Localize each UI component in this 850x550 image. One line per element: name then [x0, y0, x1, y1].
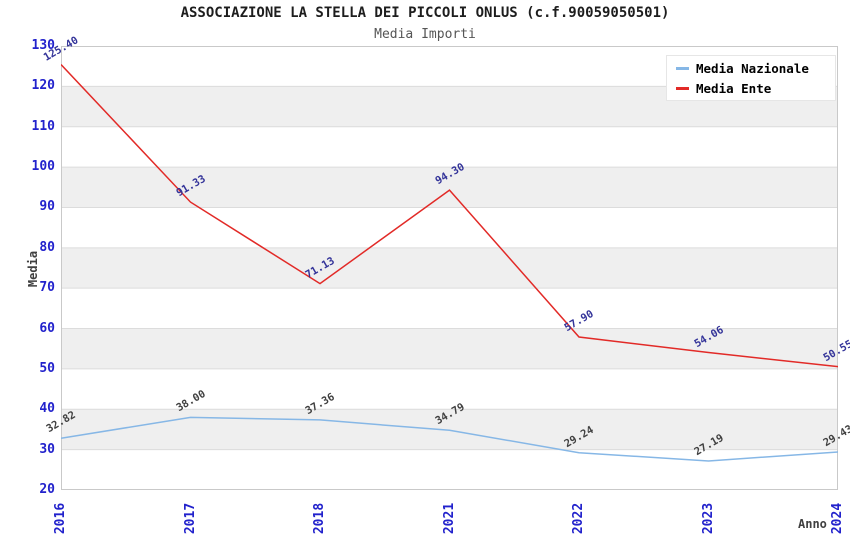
legend-label-media-ente: Media Ente [696, 80, 772, 96]
plot-band [61, 207, 838, 248]
x-tick-text: 2022 [571, 502, 587, 534]
legend-item-media-nazionale: Media Nazionale [667, 61, 835, 76]
x-tick-text: 2016 [53, 502, 69, 534]
x-tick-label: 2018 [298, 494, 342, 542]
legend: Media Nazionale Media Ente [666, 55, 836, 101]
plot-band [61, 368, 838, 410]
x-tick-text: 2023 [701, 502, 716, 534]
plot-band [61, 288, 838, 329]
y-tick-label: 100 [31, 159, 55, 175]
plot-area [60, 45, 839, 491]
plot-band [61, 409, 838, 450]
y-tick-label: 120 [31, 78, 55, 94]
x-axis-title: Anno [798, 517, 827, 531]
x-tick-text: 2021 [442, 502, 457, 534]
y-tick-label: 30 [39, 441, 55, 457]
legend-swatch-media-ente [676, 86, 689, 90]
media-nazionale-line [60, 416, 839, 462]
y-tick-label: 60 [39, 320, 55, 336]
chart-title: ASSOCIAZIONE LA STELLA DEI PICCOLI ONLUS… [180, 5, 670, 21]
plot-band [61, 126, 838, 168]
plot-band [61, 247, 838, 289]
x-tick-label: 2022 [557, 494, 601, 542]
x-tick-label: 2021 [428, 494, 472, 542]
plot-border [61, 46, 838, 490]
y-tick-label: 70 [39, 280, 55, 296]
y-tick-label: 130 [31, 38, 55, 53]
x-tick-label: 2024 [816, 494, 850, 542]
y-tick-label: 40 [39, 401, 55, 417]
y-tick-label: 50 [39, 360, 55, 376]
x-tick-text: 2017 [183, 502, 198, 534]
plot-canvas [60, 45, 839, 491]
chart-subtitle: Media Importi [374, 27, 476, 42]
x-tick-label: 2017 [169, 494, 213, 542]
x-tick-label: 2016 [39, 494, 83, 542]
legend-item-media-ente: Media Ente [667, 81, 835, 96]
legend-label-media-nazionale: Media Nazionale [696, 60, 809, 76]
x-tick-label: 2023 [687, 494, 731, 542]
y-tick-label: 110 [31, 118, 55, 134]
plot-band [61, 449, 838, 490]
x-tick-text: 2024 [830, 502, 846, 534]
plot-band [61, 328, 838, 369]
y-tick-label: 90 [39, 199, 55, 215]
media-ente-line [60, 64, 839, 368]
plot-band [61, 167, 838, 208]
y-tick-label: 80 [39, 239, 55, 255]
x-tick-text: 2018 [312, 502, 328, 534]
legend-swatch-media-nazionale [676, 66, 689, 70]
y-tick-label: 20 [39, 482, 55, 497]
y-axis-title: Media [26, 250, 40, 288]
